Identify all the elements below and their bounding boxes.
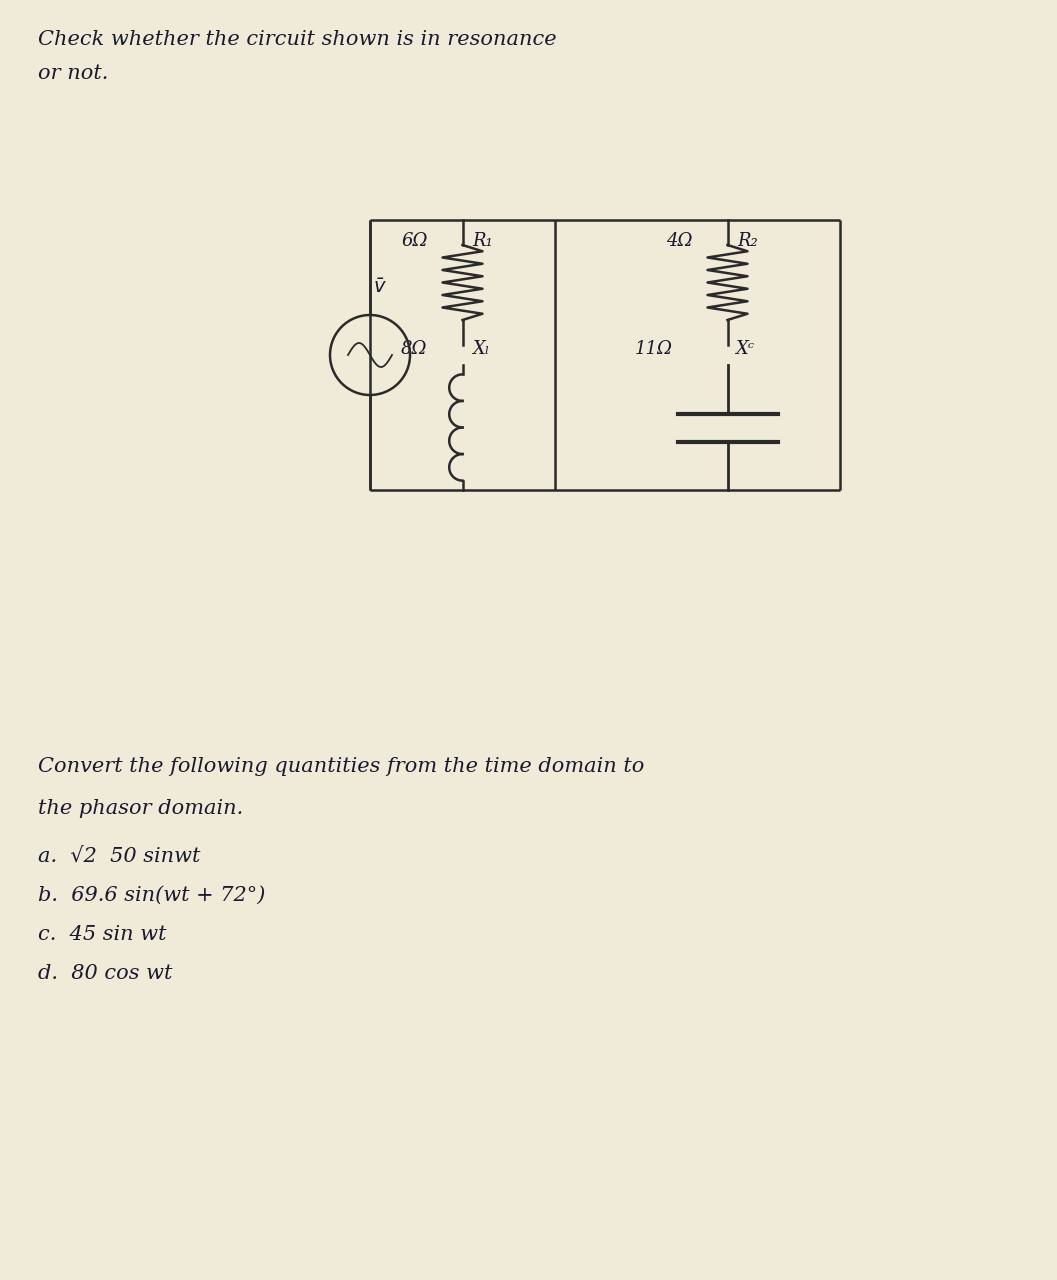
Text: b.  69.6 sin(wt + 72°): b. 69.6 sin(wt + 72°) [38, 886, 265, 905]
Text: or not.: or not. [38, 64, 109, 83]
Text: Convert the following quantities from the time domain to: Convert the following quantities from th… [38, 758, 645, 777]
Text: Check whether the circuit shown is in resonance: Check whether the circuit shown is in re… [38, 29, 557, 49]
Text: the phasor domain.: the phasor domain. [38, 799, 243, 818]
Text: 11Ω: 11Ω [634, 340, 672, 358]
Text: R₁: R₁ [472, 232, 494, 250]
Text: 4Ω: 4Ω [666, 232, 692, 250]
Text: R₂: R₂ [738, 232, 758, 250]
Text: $\bar{v}$: $\bar{v}$ [373, 278, 387, 297]
Text: a.  √2  50 sinwt: a. √2 50 sinwt [38, 846, 201, 865]
Text: c.  45 sin wt: c. 45 sin wt [38, 925, 167, 945]
Text: Xₗ: Xₗ [472, 340, 489, 358]
Text: 8Ω: 8Ω [401, 340, 427, 358]
Text: 6Ω: 6Ω [401, 232, 427, 250]
Text: Xᶜ: Xᶜ [736, 340, 755, 358]
Text: d.  80 cos wt: d. 80 cos wt [38, 965, 172, 983]
